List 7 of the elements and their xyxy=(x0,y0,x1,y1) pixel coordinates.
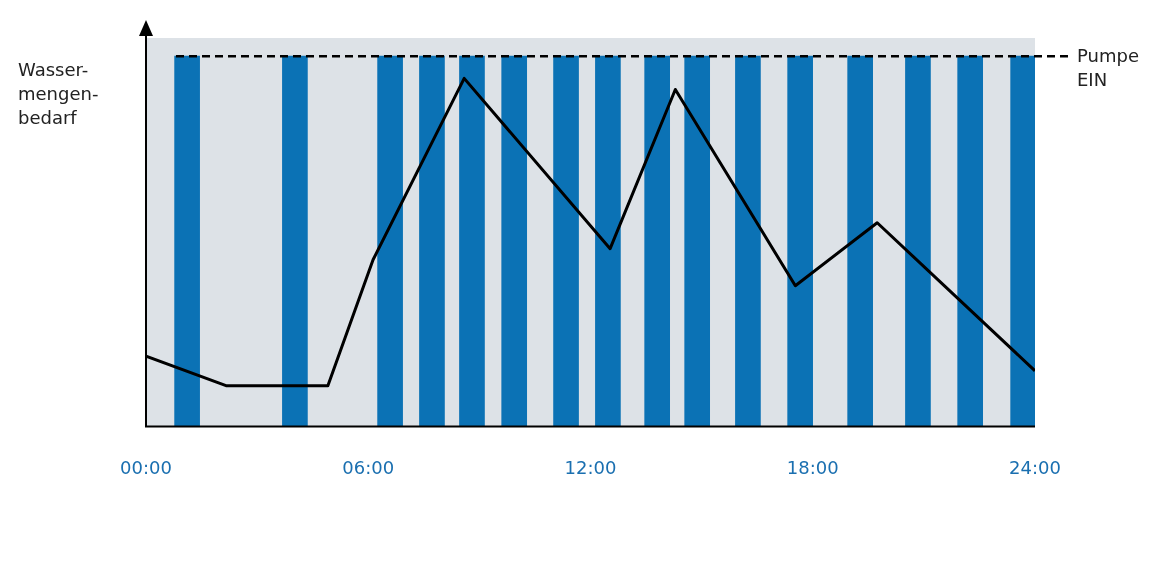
ref-line-label: Pumpe EIN xyxy=(1077,44,1140,93)
x-tick-label: 18:00 xyxy=(786,456,839,478)
x-tick-label: 12:00 xyxy=(564,456,617,478)
x-tick-label: 06:00 xyxy=(342,456,395,478)
x-tick-label: 00:00 xyxy=(120,456,172,478)
x-tick-label: 24:00 xyxy=(1009,456,1061,478)
y-axis-title: Wasser-mengen-bedarf xyxy=(18,58,99,130)
